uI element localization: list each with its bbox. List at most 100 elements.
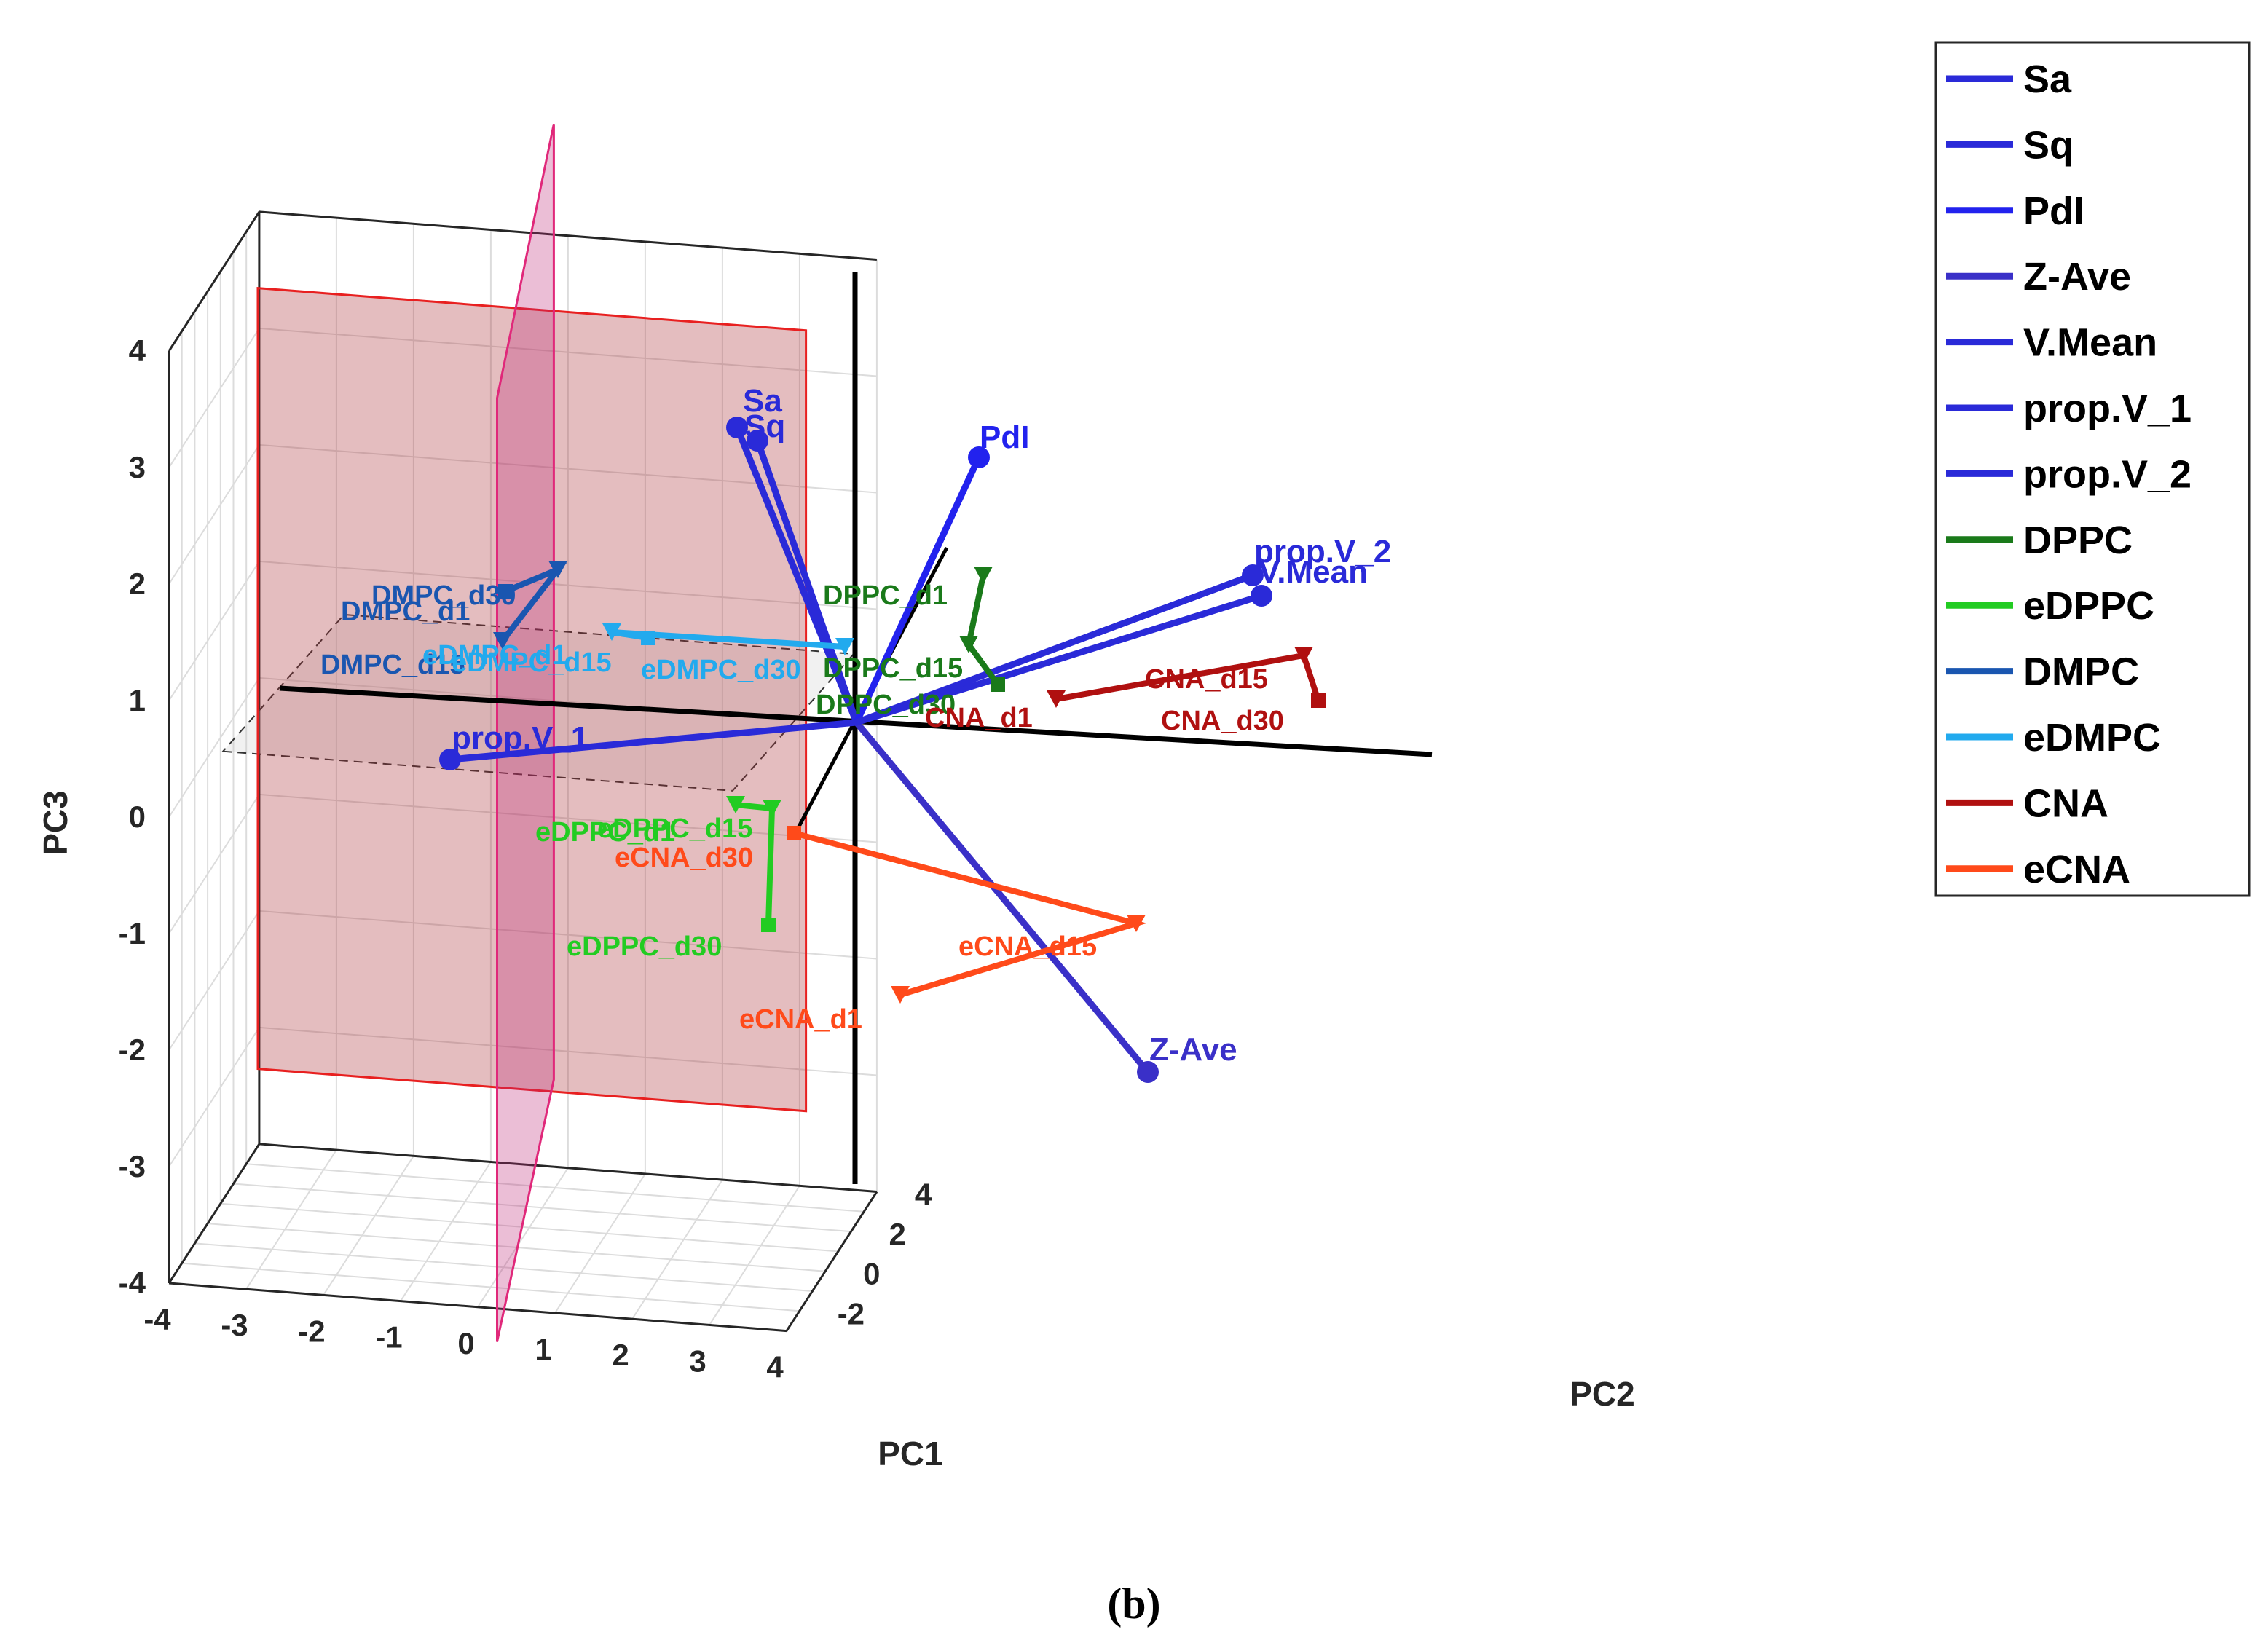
grid-line xyxy=(246,1163,865,1213)
marker-DPPC_d30 xyxy=(991,677,1005,692)
legend-item-PdI: PdI xyxy=(2023,189,2084,233)
loading-vector-V.Mean xyxy=(855,592,1263,726)
grid-line xyxy=(168,561,260,701)
legend-item-eDPPC: eDPPC xyxy=(2023,584,2154,628)
z-axis-label: PC3 xyxy=(36,790,74,855)
grid-line xyxy=(168,1027,260,1167)
sample-label-eCNA_d15: eCNA_d15 xyxy=(958,931,1097,962)
marker-eCNA_d1 xyxy=(891,986,910,1004)
loading-point-Sq xyxy=(747,430,768,452)
grid-line xyxy=(168,794,260,934)
z-tick-label: -2 xyxy=(119,1033,146,1067)
sample-label-DPPC_d30: DPPC_d30 xyxy=(816,690,956,720)
figure-caption: (b) xyxy=(1107,1580,1160,1628)
legend-item-prop.V_2: prop.V_2 xyxy=(2023,452,2192,496)
sample-label-DMPC_d15: DMPC_d15 xyxy=(320,650,465,680)
marker-eDPPC_d1 xyxy=(726,796,745,813)
legend-item-eDMPC: eDMPC xyxy=(2023,716,2161,760)
z-tick-label: -3 xyxy=(119,1149,146,1183)
legend: Sa Sq PdI Z-Ave V.Mean prop.V_1 prop.V_2 DPPC eD… xyxy=(1934,41,2251,897)
marker-DPPC_d15 xyxy=(959,636,978,653)
y-tick-label: -2 xyxy=(838,1296,865,1330)
sample-label-DMPC_d1: DMPC_d1 xyxy=(341,596,470,627)
axis-box xyxy=(168,210,878,1333)
grid-line xyxy=(709,1185,800,1325)
loading-point-prop.V_1 xyxy=(439,749,461,770)
legend-item-CNA: CNA xyxy=(2023,781,2108,825)
marker-CNA_d15 xyxy=(1294,647,1313,664)
y-axis-label: PC2 xyxy=(1570,1375,1634,1413)
marker-DMPC_d15 xyxy=(548,561,567,578)
grid-line xyxy=(194,1242,813,1292)
x-tick-label: 3 xyxy=(689,1344,706,1378)
legend-item-prop.V_1: prop.V_1 xyxy=(2023,387,2192,430)
legend-item-DMPC: DMPC xyxy=(2023,650,2139,694)
loading-vector-PdI xyxy=(853,456,983,724)
axis-box-edge xyxy=(168,1143,261,1284)
loading-label-prop.V_2: prop.V_2 xyxy=(1254,534,1391,569)
sample-label-CNA_d15: CNA_d15 xyxy=(1145,664,1268,695)
sample-label-eDMPC_d1: eDMPC_d1 xyxy=(422,640,567,671)
loading-point-Sa xyxy=(726,417,748,438)
grid-line xyxy=(245,1149,337,1290)
sample-label-eCNA_d1: eCNA_d1 xyxy=(739,1004,862,1035)
loading-label-V.Mean: V.Mean xyxy=(1259,554,1368,590)
axis-box-edge xyxy=(785,1191,878,1332)
legend-item-V.Mean: V.Mean xyxy=(2023,321,2157,365)
loading-label-prop.V_1: prop.V_1 xyxy=(452,720,588,756)
y-tick-label: 2 xyxy=(889,1217,906,1251)
grid-line xyxy=(220,1202,838,1253)
loading-label-Z-Ave: Z-Ave xyxy=(1149,1032,1237,1068)
grid-line xyxy=(400,1161,492,1302)
marker-eDPPC_d15 xyxy=(763,800,781,817)
marker-eDPPC_d30 xyxy=(761,918,776,932)
marker-DMPC_d1 xyxy=(493,632,512,650)
legend-item-Sa: Sa xyxy=(2023,58,2072,101)
x-tick-label: -1 xyxy=(375,1320,402,1355)
sample-label-CNA_d30: CNA_d30 xyxy=(1161,706,1284,736)
marker-eDMPC_d30 xyxy=(641,631,655,645)
z-tick-label: 3 xyxy=(129,450,146,484)
marker-DPPC_d1 xyxy=(974,567,993,584)
legend-item-Z-Ave: Z-Ave xyxy=(2023,255,2131,299)
loading-point-V.Mean xyxy=(1251,585,1272,607)
marker-CNA_d30 xyxy=(1311,693,1326,708)
sample-label-eDPPC_d15: eDPPC_d15 xyxy=(597,813,752,844)
sample-label-eDMPC_d15: eDMPC_d15 xyxy=(452,647,612,678)
sample-label-eDPPC_d30: eDPPC_d30 xyxy=(567,931,722,962)
sample-label-DPPC_d15: DPPC_d15 xyxy=(823,653,963,684)
legend-box xyxy=(1934,41,2251,897)
loading-point-prop.V_2 xyxy=(1242,564,1264,586)
axis-box-edge xyxy=(259,210,878,261)
marker-eDMPC_d1 xyxy=(835,638,854,655)
grid-line xyxy=(631,1179,723,1320)
x-tick-label: -2 xyxy=(298,1314,325,1348)
reference-planes xyxy=(221,123,1433,1342)
pc2-pc3-reference-plane xyxy=(496,123,555,1342)
axis-box-edge xyxy=(168,211,261,352)
marker-DMPC_d30 xyxy=(498,584,513,599)
sample-label-eCNA_d30: eCNA_d30 xyxy=(615,843,753,873)
sample-label-DMPC_d30: DMPC_d30 xyxy=(371,580,516,611)
sample-label-CNA_d1: CNA_d1 xyxy=(925,703,1033,733)
legend-item-DPPC: DPPC xyxy=(2023,519,2133,562)
x-tick-label: -4 xyxy=(143,1302,171,1336)
loading-vector-Z-Ave xyxy=(854,720,1151,1074)
sample-label-eDMPC_d30: eDMPC_d30 xyxy=(641,655,801,685)
loading-label-Sa: Sa xyxy=(743,383,782,419)
marker-eDMPC_d15 xyxy=(602,623,621,641)
grid-line xyxy=(168,910,260,1051)
loading-label-PdI: PdI xyxy=(980,419,1029,455)
loading-vector-prop.V_2 xyxy=(855,572,1254,726)
loading-point-PdI xyxy=(968,446,990,468)
grid-line xyxy=(168,444,260,585)
grid-line xyxy=(554,1173,646,1314)
z-tick-label: -4 xyxy=(119,1266,146,1300)
x-tick-label: 4 xyxy=(766,1350,784,1384)
grid-line xyxy=(233,1183,851,1233)
legend-item-Sq: Sq xyxy=(2023,123,2074,167)
grid-line xyxy=(181,1262,800,1312)
